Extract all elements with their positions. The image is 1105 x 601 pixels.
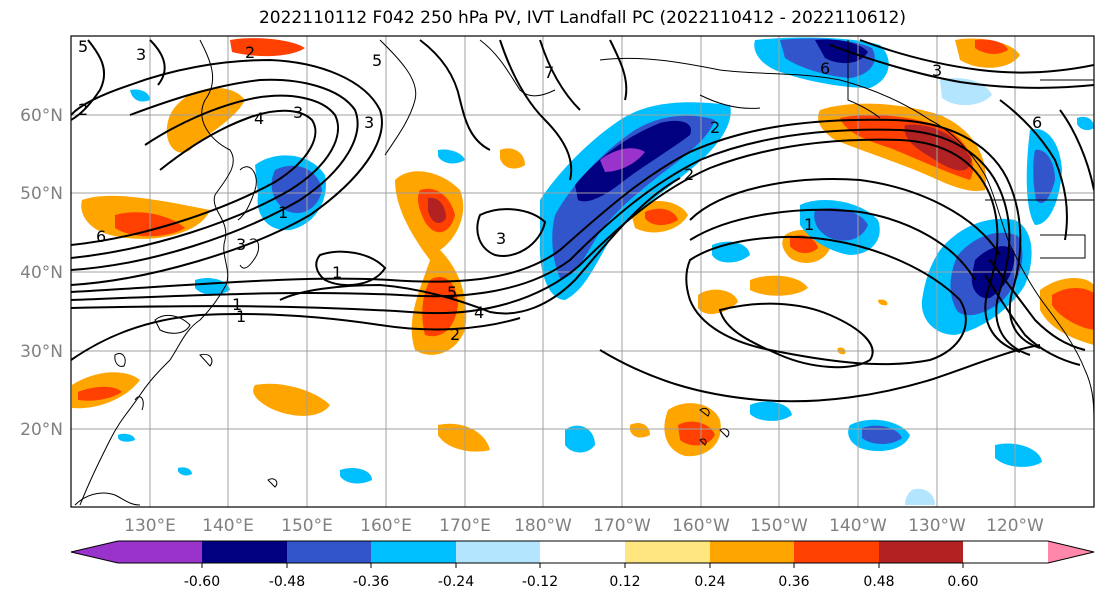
colorbar-tick-label: -0.36 (353, 574, 389, 590)
lon-label: 150°E (281, 516, 333, 536)
map-content: 5 3 2 5 3 7 6 3 2 4 3 2 6 1 2 1 3 1 1 5 … (71, 36, 1094, 507)
lon-label: 170°W (593, 516, 651, 536)
colorbar-tick-label: -0.60 (184, 574, 220, 590)
colorbar-segment (71, 541, 202, 563)
contour-label: 2 (450, 325, 460, 344)
lat-label: 30°N (20, 342, 63, 362)
lat-label: 60°N (20, 106, 63, 126)
colorbar-segment (287, 541, 371, 563)
colorbar-tick-label: -0.12 (522, 574, 558, 590)
contour-label: 6 (820, 59, 830, 78)
contour-label: 6 (1032, 113, 1042, 132)
colorbar-tick-label: 0.12 (609, 574, 640, 590)
colorbar-segment (794, 541, 879, 563)
contour-label: 7 (544, 63, 554, 82)
contour-label: 3 (236, 235, 246, 254)
contour-label: 3 (136, 45, 146, 64)
contour-label: 5 (372, 51, 382, 70)
lon-label: 120°W (986, 516, 1044, 536)
contour-label: 6 (96, 227, 106, 246)
contour-label: 3 (932, 61, 942, 80)
colorbar-segment (202, 541, 287, 563)
contour-label: 1 (278, 203, 288, 222)
colorbar: -0.60 -0.48 -0.36 -0.24 -0.12 0.12 0.24 … (70, 540, 1095, 590)
contour-label: 5 (447, 283, 457, 302)
lon-label: 170°E (439, 516, 491, 536)
contour-label: 1 (236, 307, 246, 326)
contour-labels: 5 3 2 5 3 7 6 3 2 4 3 2 6 1 2 1 3 1 1 5 … (78, 37, 1042, 344)
lon-label: 140°E (202, 516, 254, 536)
lon-label: 150°W (750, 516, 808, 536)
lon-label: 140°W (829, 516, 887, 536)
lon-label: 180°W (514, 516, 572, 536)
colorbar-segment (710, 541, 794, 563)
colorbar-tick-label: -0.48 (269, 574, 305, 590)
contour-label: 2 (710, 118, 720, 137)
lat-label: 20°N (20, 420, 63, 440)
colorbar-tick-labels: -0.60 -0.48 -0.36 -0.24 -0.12 0.12 0.24 … (184, 574, 979, 590)
colorbar-segment (371, 541, 456, 563)
colorbar-segment (879, 541, 963, 563)
lon-label: 130°E (124, 516, 176, 536)
lat-label: 50°N (20, 184, 63, 204)
colorbar-segment (456, 541, 540, 563)
contour-label: 3 (364, 113, 374, 132)
contour-label: 4 (474, 303, 484, 322)
longitude-labels: 130°E 140°E 150°E 160°E 170°E 180°W 170°… (124, 516, 1044, 536)
map-title: 2022110112 F042 250 hPa PV, IVT Landfall… (258, 8, 906, 28)
colorbar-tick-label: 0.36 (778, 574, 809, 590)
contour-label: 3 (496, 229, 506, 248)
contour-label: 3 (293, 103, 303, 122)
contour-label: 1 (232, 295, 242, 314)
lon-label: 130°W (908, 516, 966, 536)
contour-label: 2 (684, 165, 694, 184)
colorbar-segment (1048, 541, 1094, 563)
colorbar-segment (625, 541, 710, 563)
colorbar-tick-label: 0.60 (947, 574, 978, 590)
pv-contours (71, 39, 1094, 403)
shaded-anomalies (72, 37, 1094, 505)
contour-label: 1 (332, 263, 342, 282)
contour-label: 1 (804, 215, 814, 234)
map-frame (70, 35, 1095, 508)
contour-label: 5 (78, 37, 88, 56)
colorbar-tick-label: 0.48 (863, 574, 894, 590)
colorbar-segment (540, 541, 625, 563)
colorbar-tick-label: -0.24 (438, 574, 474, 590)
contour-label: 4 (254, 109, 264, 128)
lat-label: 40°N (20, 263, 63, 283)
latitude-labels: 60°N 50°N 40°N 30°N 20°N (20, 106, 63, 440)
colorbar-tick-label: 0.24 (694, 574, 725, 590)
contour-label: 2 (78, 100, 88, 119)
lon-label: 160°W (672, 516, 730, 536)
contour-label: 2 (245, 43, 255, 62)
lon-label: 160°E (360, 516, 412, 536)
